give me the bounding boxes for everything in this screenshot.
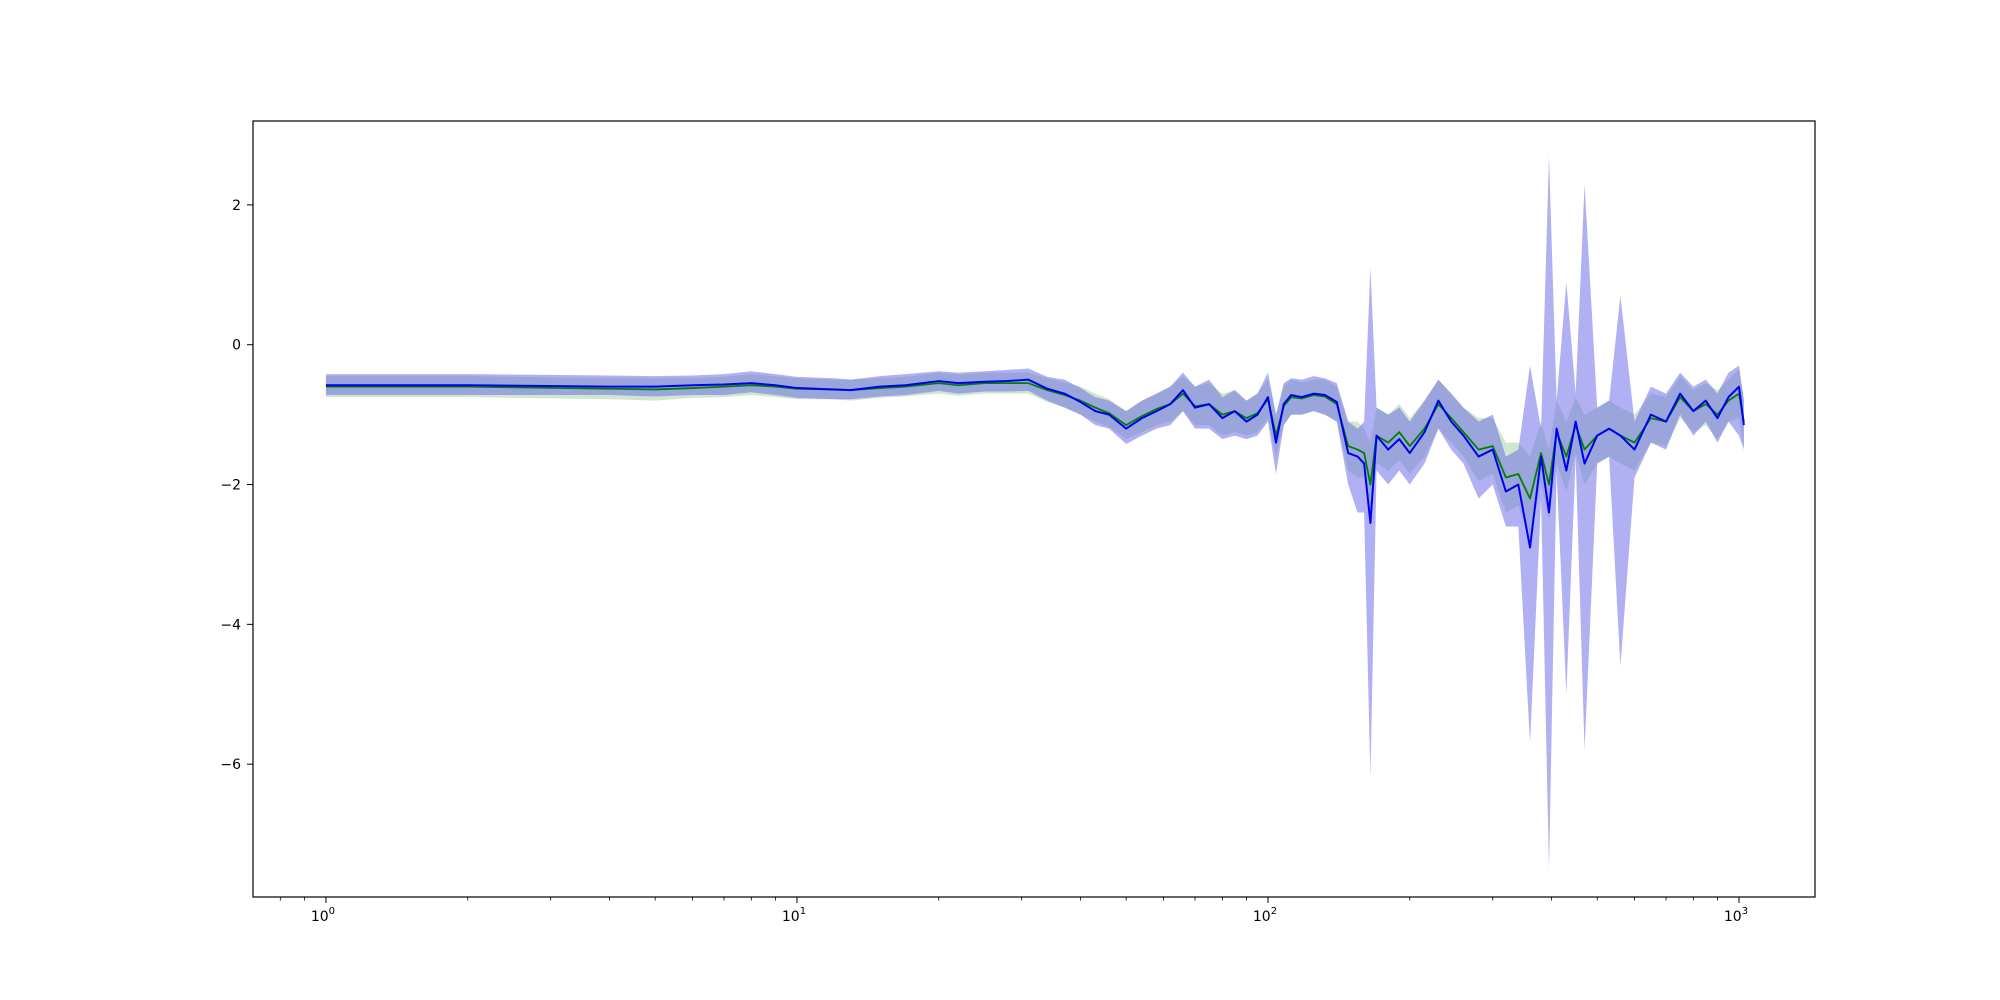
y-tick-label: −6 xyxy=(220,757,241,773)
series-lines xyxy=(325,378,1745,549)
series-0-line xyxy=(325,378,1745,549)
y-tick-label: 2 xyxy=(232,198,241,214)
x-tick-label: 103 xyxy=(1724,906,1748,925)
series-1-line xyxy=(325,382,1745,500)
y-tick-label: −4 xyxy=(220,617,241,633)
x-tick-label: 102 xyxy=(1253,906,1277,925)
x-tick-label: 101 xyxy=(782,906,806,925)
y-axis: 2 0 −2 −4 −6 xyxy=(220,198,253,773)
series-0-band xyxy=(325,155,1744,870)
y-tick-label: 0 xyxy=(232,338,241,354)
confidence-bands xyxy=(325,155,1744,870)
x-axis: 100 101 102 103 xyxy=(279,897,1748,925)
plot-frame xyxy=(252,120,1816,898)
x-tick-label: 100 xyxy=(311,906,335,925)
y-tick-label: −2 xyxy=(220,478,241,494)
